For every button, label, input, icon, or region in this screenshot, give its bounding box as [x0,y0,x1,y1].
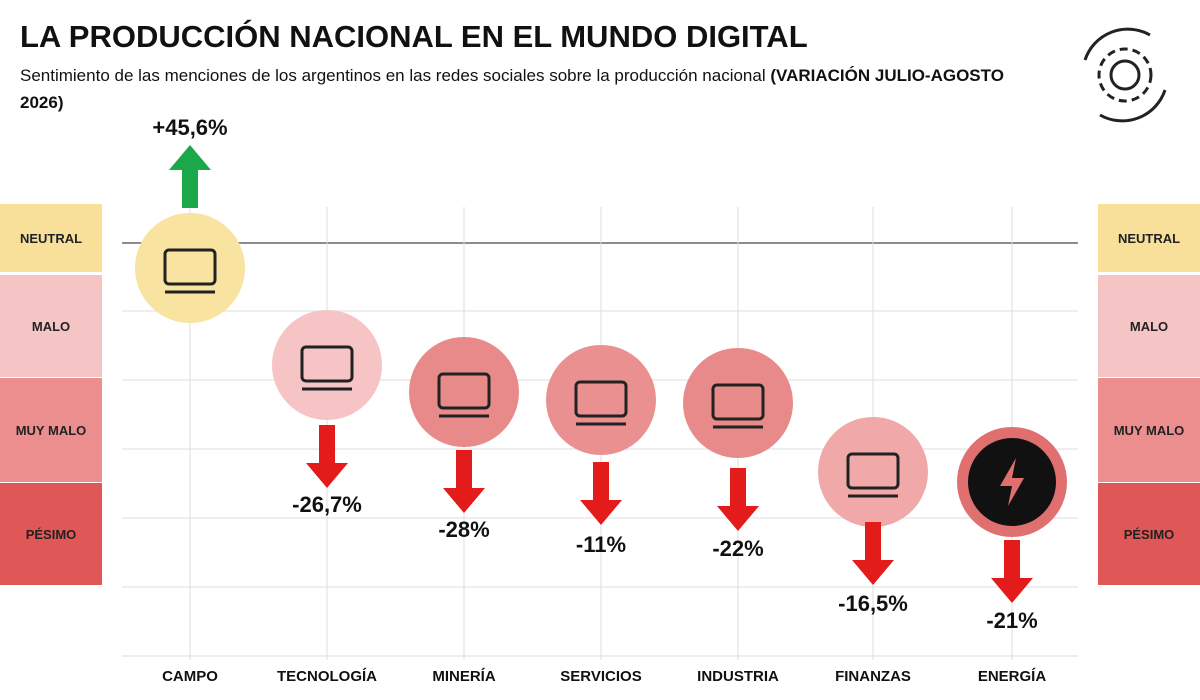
change-label: -26,7% [292,492,362,517]
band-label: MALO [32,319,70,334]
band-label: NEUTRAL [1118,231,1180,246]
category-label: ENERGÍA [978,668,1047,685]
arrow-down [443,450,485,513]
band [0,483,102,585]
band [1098,204,1200,272]
arrow-down [306,425,348,488]
sector-circle [546,345,656,455]
icon-shape [846,452,900,490]
band-label: PÉSIMO [26,527,77,542]
sector-circle [135,213,245,323]
band [0,204,102,272]
sector-icon [574,380,628,426]
icon-shape [437,372,491,410]
category-label: TECNOLOGÍA [277,668,377,685]
band-label: MUY MALO [16,423,87,438]
band [1098,483,1200,585]
sector-icon [968,438,1056,526]
change-label: -21% [986,608,1037,633]
category-label: SERVICIOS [560,668,641,685]
band-label: MUY MALO [1114,423,1185,438]
change-label: -22% [712,536,763,561]
category-label: FINANZAS [835,668,911,685]
change-label: -11% [576,532,626,557]
arrow-down [991,540,1033,603]
lightning [1000,458,1024,506]
icon-shape [711,383,765,421]
band-label: PÉSIMO [1124,527,1175,542]
sector-circle [818,417,928,527]
sector-icon [300,345,354,391]
arrow-down [717,468,759,531]
gear-icon [1083,27,1167,123]
sector-icon [163,248,217,294]
band [0,378,102,482]
category-label: CAMPO [162,668,218,685]
category-label: MINERÍA [432,668,496,685]
icon-shape [574,380,628,418]
band [1098,275,1200,377]
change-label: -28% [438,517,489,542]
sector-circle [409,337,519,447]
category-label: INDUSTRIA [697,668,779,685]
arrow-up [169,145,211,208]
band [1098,378,1200,482]
title: LA PRODUCCIÓN NACIONAL EN EL MUNDO DIGIT… [20,18,808,54]
arrow-down [852,522,894,585]
band [0,275,102,377]
band-label: MALO [1130,319,1168,334]
sector-circle [683,348,793,458]
subtitle-bold: (VARIACIÓN JULIO-AGOSTO 2026) [20,66,1004,112]
icon-shape [300,345,354,383]
change-label: -16,5% [838,591,908,616]
band-label: NEUTRAL [20,231,82,246]
subtitle-block: Sentimiento de las menciones de los arge… [20,62,1050,116]
icon-shape [163,248,217,286]
sector-icon [711,383,765,429]
sector-icon [437,372,491,418]
arrow-down [580,462,622,525]
subtitle: Sentimiento de las menciones de los arge… [20,66,766,85]
sector-icon [846,452,900,498]
sector-circle [272,310,382,420]
change-label: +45,6% [152,115,227,140]
